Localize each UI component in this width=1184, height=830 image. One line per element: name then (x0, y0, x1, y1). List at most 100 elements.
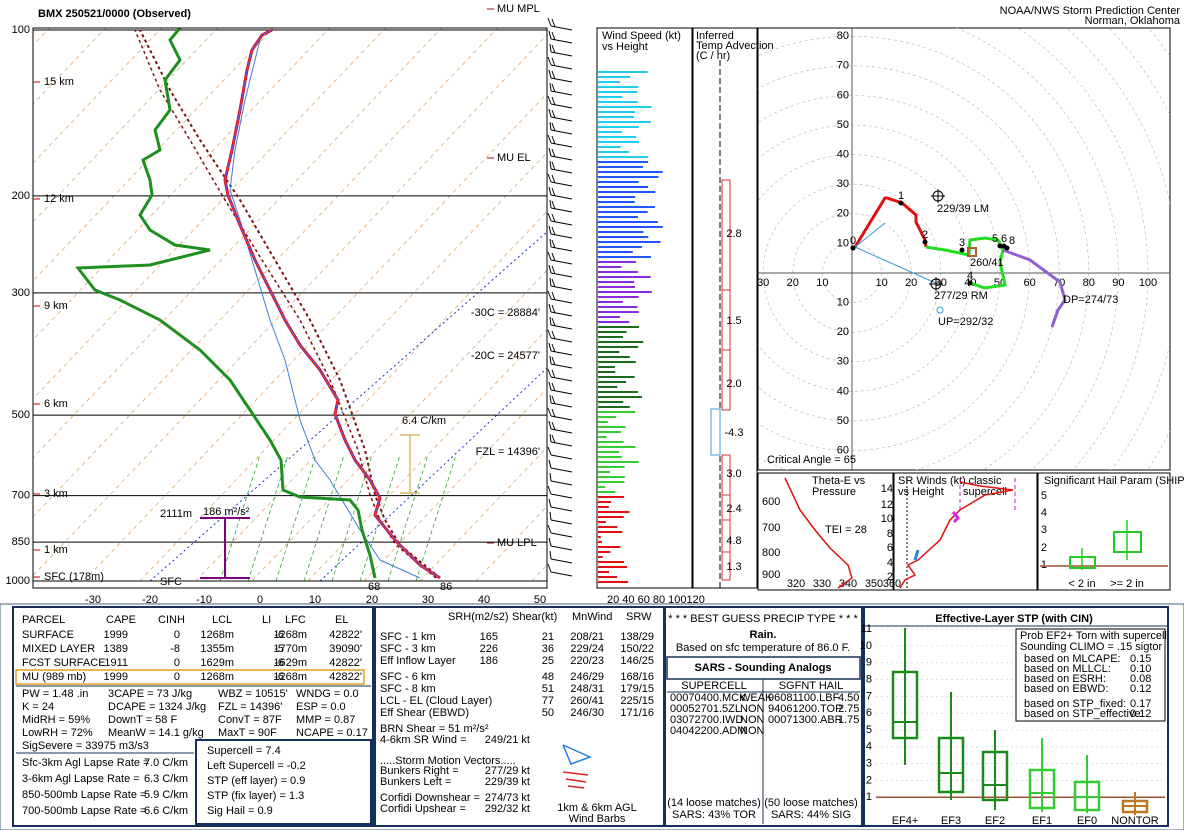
hodo-y-label: 80 (837, 30, 849, 42)
wind-barb (550, 51, 573, 57)
advection-value: 1.5 (726, 315, 741, 327)
wind-barb (548, 69, 552, 79)
analog-cat: NON (740, 725, 765, 737)
parcel-cell: 1911 (104, 657, 128, 669)
srwind-trace (899, 481, 1014, 589)
stp-title: Effective-Layer STP (with CIN) (935, 613, 1093, 625)
kin-cell: 208/21 (570, 631, 604, 643)
wind-barb (550, 103, 573, 109)
isotherm-height: -30C = 28884' (471, 307, 540, 319)
wind-barb (550, 64, 573, 70)
wind-barb (547, 485, 552, 495)
composite-index: Supercell = 7.4 (207, 745, 281, 757)
parcel-cell: MIXED LAYER (22, 643, 95, 655)
wind-barb (549, 355, 552, 365)
parcel-cell: 1268m (273, 671, 307, 683)
wind-barb (547, 95, 552, 105)
hodo-x-label: 20 (787, 277, 799, 289)
ship-frame (1037, 472, 1171, 591)
vector-value: 274/73 kt (485, 792, 530, 804)
kin-cell: 25 (542, 655, 554, 667)
kin-cell: 246/29 (570, 671, 604, 683)
parcel-panel (12, 606, 374, 827)
wind-barb (550, 493, 573, 499)
panel-title: Wind Speed (kt) (602, 30, 681, 42)
wind-barb (551, 109, 556, 119)
parcel-header: LFC (285, 614, 306, 626)
kin-label: SFC - 6 km (380, 671, 436, 683)
stp-category: EF3 (941, 815, 961, 827)
analog: 96081100.LBF (768, 692, 840, 704)
parcel-header: LI (262, 614, 271, 626)
index: DCAPE = 1324 J/kg (108, 701, 206, 713)
hodo-x-label: 30 (757, 277, 769, 289)
stp-category: EF0 (1077, 815, 1097, 827)
hodo-trace-3-6 (925, 236, 1007, 290)
stp-box (981, 750, 1009, 802)
parcel-highlight (15, 669, 365, 685)
wind-barb (550, 285, 573, 291)
wind-barb (550, 324, 573, 330)
kin-cell: 138/29 (620, 631, 654, 643)
wind-barb (550, 389, 573, 395)
isotherm (307, 328, 547, 582)
prob-label: based on STP_fixed: (1024, 698, 1126, 710)
wind-barb (550, 350, 573, 356)
wind-barb (549, 550, 552, 560)
temp-label: 30 (422, 594, 434, 606)
analog-cat: WEAK (740, 692, 773, 704)
wind-barb (551, 122, 556, 132)
stp-category: EF2 (985, 815, 1005, 827)
thetae-x-label: 350 (865, 578, 883, 590)
ship-y-label: 2 (1041, 542, 1047, 554)
kin-label: Eff Shear (EBWD) (380, 707, 469, 719)
kin-cell: 225/15 (620, 695, 654, 707)
parcel-header: CINH (158, 614, 185, 626)
stp-category: EF4+ (892, 815, 919, 827)
index: DownT = 58 F (108, 714, 177, 726)
wind-barb (547, 290, 552, 300)
composite-index: STP (eff layer) = 0.9 (207, 775, 305, 787)
wind-barb (547, 329, 552, 339)
legend: supercell (963, 486, 1007, 498)
wind-barb (550, 311, 573, 317)
freezing-level: FZL = 14396' (476, 446, 540, 458)
stp-category: NONTOR (1111, 815, 1159, 827)
wind-barb (547, 446, 552, 456)
index: MeanW = 14.1 g/kg (108, 727, 204, 739)
prob-label: based on EBWD: (1024, 683, 1108, 695)
srwind-marker (951, 511, 961, 524)
stp-box (1028, 768, 1056, 810)
hodo-point (898, 200, 904, 206)
hodo-point-label: 3 (959, 237, 965, 249)
parcel-cell: -6 (274, 629, 284, 641)
wind-barb (551, 356, 556, 366)
wind-barb (551, 135, 556, 145)
wind-barb (551, 304, 556, 314)
wind-barb (547, 17, 552, 27)
isotherm-height: -20C = 24577' (471, 350, 540, 362)
lapse-value: 7.0 C/km (144, 757, 188, 769)
wind-barb (550, 415, 573, 421)
srwind-y-label: 4 (887, 557, 893, 569)
height-label: SFC (178m) (44, 571, 104, 583)
parcel-cell: 1629m (273, 657, 307, 669)
analog: 00052701.5ZL (670, 703, 741, 715)
parcel-cell: 1770m (273, 643, 307, 655)
wind-barb (551, 148, 556, 158)
hodo-point (959, 247, 965, 253)
mixing-ratio (331, 454, 373, 582)
dp-label: DP=274/73 (1063, 294, 1118, 306)
wind-barb (551, 96, 556, 106)
sr-wind-value: 249/21 kt (485, 734, 530, 746)
wind-barb (551, 408, 556, 418)
wind-barb (550, 363, 573, 369)
wind-barb (551, 18, 556, 28)
index: ConvT = 87F (218, 714, 282, 726)
kin-header: SRH(m2/s2) (448, 611, 509, 623)
temp-label: -30 (85, 594, 101, 606)
srwind-y-label: 12 (881, 499, 893, 511)
composite-index: Sig Hail = 0.9 (207, 805, 273, 817)
kin-cell: 165 (480, 631, 498, 643)
kin-cell: 50 (542, 707, 554, 719)
